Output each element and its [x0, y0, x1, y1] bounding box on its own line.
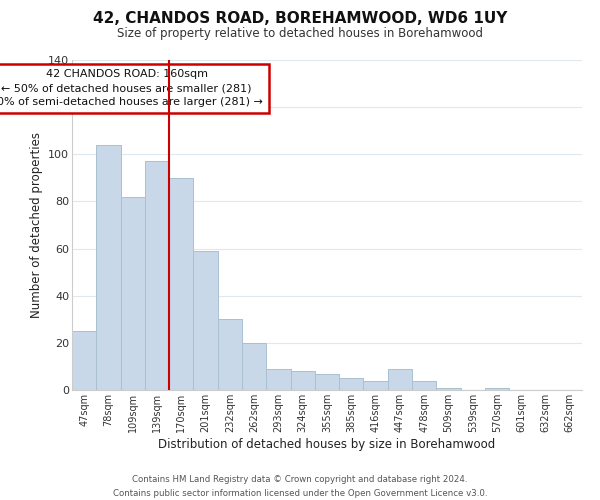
- Text: 42 CHANDOS ROAD: 160sqm
← 50% of detached houses are smaller (281)
50% of semi-d: 42 CHANDOS ROAD: 160sqm ← 50% of detache…: [0, 70, 263, 108]
- Bar: [266, 369, 290, 390]
- Text: Contains HM Land Registry data © Crown copyright and database right 2024.
Contai: Contains HM Land Registry data © Crown c…: [113, 476, 487, 498]
- Bar: [193, 251, 218, 390]
- X-axis label: Distribution of detached houses by size in Borehamwood: Distribution of detached houses by size …: [158, 438, 496, 450]
- Bar: [145, 162, 169, 390]
- Bar: [388, 369, 412, 390]
- Bar: [485, 388, 509, 390]
- Bar: [290, 371, 315, 390]
- Bar: [121, 196, 145, 390]
- Bar: [96, 145, 121, 390]
- Bar: [436, 388, 461, 390]
- Bar: [72, 331, 96, 390]
- Bar: [315, 374, 339, 390]
- Bar: [339, 378, 364, 390]
- Bar: [218, 320, 242, 390]
- Bar: [242, 343, 266, 390]
- Bar: [169, 178, 193, 390]
- Bar: [364, 380, 388, 390]
- Text: 42, CHANDOS ROAD, BOREHAMWOOD, WD6 1UY: 42, CHANDOS ROAD, BOREHAMWOOD, WD6 1UY: [93, 11, 507, 26]
- Y-axis label: Number of detached properties: Number of detached properties: [29, 132, 43, 318]
- Text: Size of property relative to detached houses in Borehamwood: Size of property relative to detached ho…: [117, 28, 483, 40]
- Bar: [412, 380, 436, 390]
